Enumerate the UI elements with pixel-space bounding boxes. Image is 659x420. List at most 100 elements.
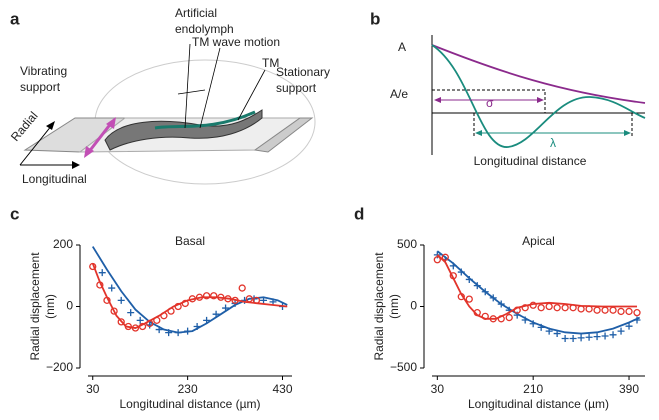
data-point: [545, 327, 553, 335]
label: Vibrating: [20, 64, 67, 78]
data-point: [489, 294, 497, 302]
data-point: [601, 332, 609, 340]
label: A: [398, 40, 406, 54]
x-tick-label: 30: [431, 382, 445, 396]
panel-letter: c: [10, 204, 19, 223]
data-point: [633, 308, 641, 317]
data-point: [537, 304, 545, 312]
data-point: [553, 330, 561, 338]
leader: [237, 69, 266, 121]
data-point: [103, 296, 111, 305]
data-point: [89, 262, 97, 271]
y-axis-label: Radial displacement: [372, 252, 386, 361]
dashed: [473, 113, 633, 138]
label: TM: [262, 56, 279, 70]
data-point: [441, 253, 449, 261]
data-point: [96, 281, 104, 289]
y-axis-label: (nm): [43, 294, 57, 319]
data-point: [481, 288, 489, 296]
panel-b: b A A/e σ λ Longitudinal distance: [370, 9, 646, 168]
y-tick-label: 0: [410, 299, 417, 313]
x-tick-label: 430: [272, 382, 292, 396]
data-point: [203, 316, 211, 324]
data-point: [601, 306, 609, 314]
label: support: [20, 80, 61, 94]
label: σ: [486, 96, 494, 110]
data-point: [513, 306, 521, 314]
data-point: [165, 329, 173, 337]
data-point: [238, 284, 246, 292]
data-point: [449, 262, 457, 270]
fit-line: [436, 250, 641, 335]
data-point: [505, 313, 513, 322]
data-point: [481, 312, 489, 320]
data-point: [569, 304, 577, 312]
wave: [431, 44, 646, 148]
data-point: [160, 312, 168, 320]
data-point: [174, 329, 182, 337]
data-point: [585, 333, 593, 341]
arrow-head: [106, 117, 116, 129]
data-point: [153, 316, 161, 324]
data-point: [245, 295, 253, 303]
data-point: [577, 334, 585, 342]
label: support: [276, 81, 317, 95]
data-point: [449, 272, 457, 280]
y-axis-label: Radial displacement: [28, 252, 42, 361]
label: λ: [550, 136, 556, 150]
data-point: [521, 316, 529, 324]
x-axis-label: Longitudinal distance (µm): [468, 397, 609, 411]
fit-line: [436, 254, 638, 320]
data-point: [593, 306, 601, 314]
data-point: [609, 331, 617, 339]
data-point: [585, 305, 593, 313]
data-point: [625, 322, 633, 330]
data-point: [136, 316, 144, 324]
x-tick-label: 230: [178, 382, 198, 396]
x-axis-label: Longitudinal distance (µm): [120, 397, 261, 411]
data-point: [593, 333, 601, 341]
panel-letter: b: [370, 9, 380, 28]
data-point: [167, 307, 175, 315]
x-tick-label: 390: [619, 382, 639, 396]
data-point: [633, 316, 641, 324]
leader: [199, 47, 221, 129]
data-point: [617, 327, 625, 335]
arrow-head: [624, 130, 631, 136]
chart-title: Basal: [175, 234, 205, 248]
data-point: [545, 302, 553, 311]
label: Radial: [8, 109, 41, 144]
leader: [184, 43, 191, 129]
data-point: [124, 322, 132, 331]
label: endolymph: [175, 22, 234, 36]
data-point: [195, 293, 204, 301]
data-point: [569, 334, 577, 342]
data-point: [110, 307, 118, 315]
x-tick-label: 210: [523, 382, 543, 396]
data-point: [108, 284, 116, 292]
data-point: [577, 305, 585, 313]
data-point: [181, 299, 189, 308]
data-point: [433, 256, 441, 264]
tectorial-membrane: [104, 109, 263, 151]
label: Stationary: [276, 65, 330, 79]
data-point: [131, 324, 140, 332]
stationary-plate: [253, 117, 314, 153]
label: Longitudinal: [22, 172, 87, 186]
data-point: [497, 300, 505, 308]
data-point: [193, 322, 201, 330]
data-point: [98, 269, 106, 277]
data-point: [609, 306, 617, 314]
arrow-head: [46, 121, 55, 130]
chart-title: Apical: [522, 234, 555, 248]
data-point: [252, 296, 261, 305]
fit-line: [91, 246, 288, 334]
y-tick-label: 500: [397, 237, 417, 251]
data-point: [529, 320, 537, 328]
arrow-head: [475, 130, 482, 136]
y-tick-label: 0: [66, 299, 73, 313]
data-point: [529, 301, 537, 309]
data-point: [138, 322, 147, 331]
arrow-head: [72, 161, 80, 169]
data-point: [521, 304, 529, 312]
